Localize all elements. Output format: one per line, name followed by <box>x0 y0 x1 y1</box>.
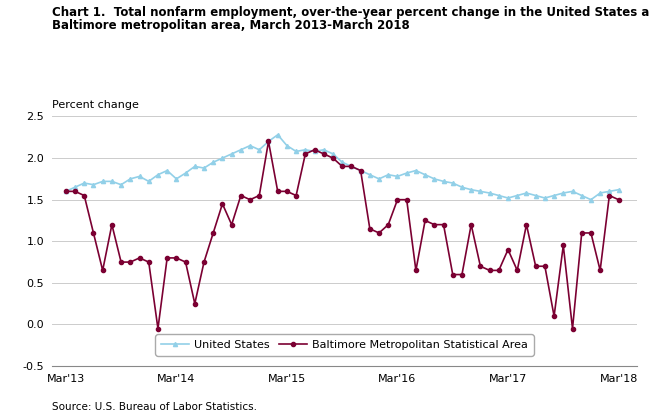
Text: Percent change: Percent change <box>52 100 139 110</box>
Baltimore Metropolitan Statistical Area <box>560 243 567 248</box>
United States <box>255 147 263 152</box>
Text: Baltimore metropolitan area, March 2013-March 2018: Baltimore metropolitan area, March 2013-… <box>52 19 410 32</box>
Baltimore Metropolitan Statistical Area <box>615 197 623 202</box>
Baltimore Metropolitan Statistical Area <box>265 139 272 144</box>
United States <box>403 171 411 176</box>
Baltimore Metropolitan Statistical Area <box>274 189 281 194</box>
Line: United States: United States <box>64 133 621 202</box>
United States <box>62 189 70 194</box>
Baltimore Metropolitan Statistical Area <box>182 260 190 265</box>
Baltimore Metropolitan Statistical Area <box>200 260 208 265</box>
Baltimore Metropolitan Statistical Area <box>375 230 383 235</box>
Text: Source: U.S. Bureau of Labor Statistics.: Source: U.S. Bureau of Labor Statistics. <box>52 402 257 412</box>
United States <box>615 187 623 192</box>
United States <box>172 176 180 181</box>
Text: Chart 1.  Total nonfarm employment, over-the-year percent change in the United S: Chart 1. Total nonfarm employment, over-… <box>52 6 650 19</box>
Legend: United States, Baltimore Metropolitan Statistical Area: United States, Baltimore Metropolitan St… <box>155 334 534 356</box>
United States <box>366 172 374 177</box>
Baltimore Metropolitan Statistical Area <box>62 189 70 194</box>
Baltimore Metropolitan Statistical Area <box>412 268 420 273</box>
United States <box>550 193 558 198</box>
Baltimore Metropolitan Statistical Area <box>154 326 162 331</box>
United States <box>587 197 595 202</box>
United States <box>274 132 281 137</box>
Line: Baltimore Metropolitan Statistical Area: Baltimore Metropolitan Statistical Area <box>64 139 621 331</box>
United States <box>191 164 199 169</box>
